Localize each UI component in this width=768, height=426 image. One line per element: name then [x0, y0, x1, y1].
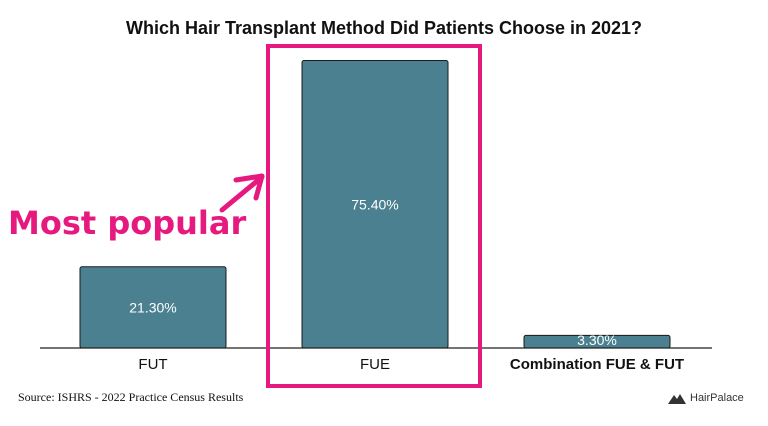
x-tick-label: FUE [360, 356, 390, 373]
mountain-logo-icon [668, 394, 686, 404]
highlight-box [266, 44, 482, 388]
bar-value-label: 75.40% [351, 196, 398, 212]
x-tick-label: Combination FUE & FUT [510, 356, 684, 373]
annotation-most-popular: Most popular [8, 204, 247, 242]
source-note: Source: ISHRS - 2022 Practice Census Res… [18, 390, 244, 404]
arrow-icon [219, 173, 265, 213]
chart-title: Which Hair Transplant Method Did Patient… [125, 18, 643, 38]
logo-text: HairPalace [690, 392, 744, 404]
x-tick-label: FUT [138, 356, 167, 373]
bar-value-label: 3.30% [577, 332, 617, 348]
bar-value-label: 21.30% [129, 299, 176, 315]
brand-logo: HairPalace [668, 392, 744, 404]
